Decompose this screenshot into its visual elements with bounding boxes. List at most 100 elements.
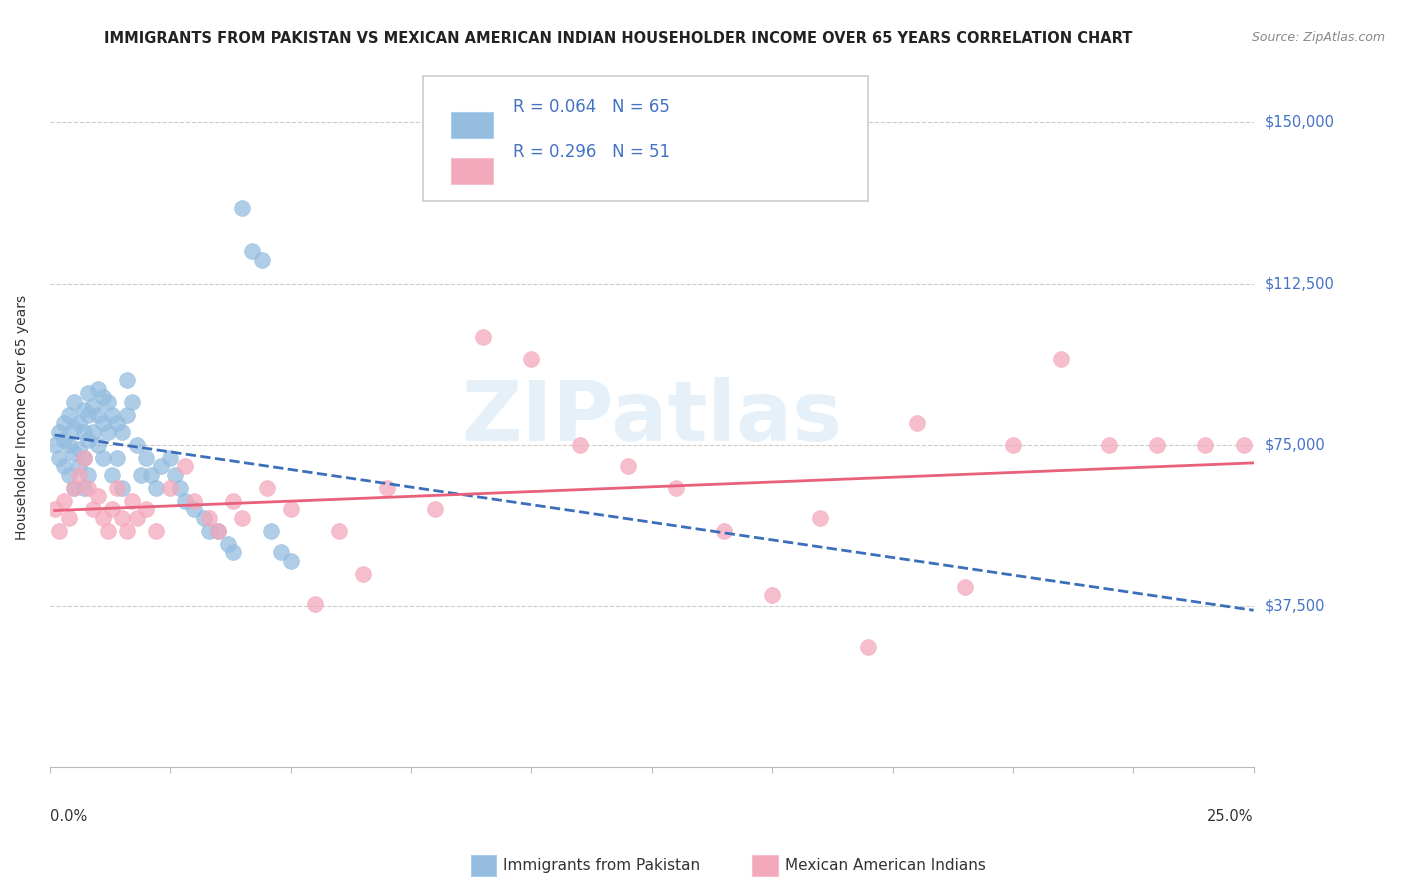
Text: R = 0.296   N = 51: R = 0.296 N = 51 — [513, 144, 671, 161]
Point — [58, 467, 80, 482]
Point — [72, 481, 94, 495]
Point — [67, 467, 90, 482]
Text: $150,000: $150,000 — [1265, 115, 1334, 129]
Point — [91, 450, 114, 465]
Point — [423, 502, 446, 516]
Point — [616, 459, 638, 474]
Point — [63, 394, 86, 409]
Point — [125, 511, 148, 525]
Point — [183, 493, 205, 508]
Point — [101, 408, 124, 422]
Point — [131, 467, 153, 482]
Point — [97, 394, 120, 409]
Point — [58, 511, 80, 525]
Point — [63, 420, 86, 434]
Point — [67, 442, 90, 456]
Point — [222, 545, 245, 559]
Point — [222, 493, 245, 508]
Point — [67, 459, 90, 474]
Point — [91, 511, 114, 525]
Point — [1001, 438, 1024, 452]
Point — [77, 386, 100, 401]
Point — [207, 524, 229, 538]
Point — [82, 502, 104, 516]
Point — [53, 493, 76, 508]
Text: R = 0.064   N = 65: R = 0.064 N = 65 — [513, 98, 671, 116]
Point — [159, 481, 181, 495]
Point — [472, 330, 495, 344]
Point — [101, 502, 124, 516]
Point — [72, 403, 94, 417]
Text: IMMIGRANTS FROM PAKISTAN VS MEXICAN AMERICAN INDIAN HOUSEHOLDER INCOME OVER 65 Y: IMMIGRANTS FROM PAKISTAN VS MEXICAN AMER… — [104, 31, 1133, 46]
Point — [63, 481, 86, 495]
Point — [72, 450, 94, 465]
Point — [58, 408, 80, 422]
Point — [280, 554, 302, 568]
Point — [48, 450, 70, 465]
Point — [105, 481, 128, 495]
Point — [135, 450, 157, 465]
Point — [231, 511, 253, 525]
FancyBboxPatch shape — [451, 112, 494, 138]
Point — [159, 450, 181, 465]
Point — [1050, 351, 1073, 366]
Point — [53, 459, 76, 474]
Y-axis label: Householder Income Over 65 years: Householder Income Over 65 years — [15, 295, 30, 541]
Point — [87, 489, 110, 503]
Point — [231, 201, 253, 215]
Point — [328, 524, 350, 538]
Point — [48, 425, 70, 439]
Point — [121, 493, 143, 508]
Point — [91, 391, 114, 405]
Text: $75,000: $75,000 — [1265, 437, 1326, 452]
Point — [115, 373, 138, 387]
Text: 25.0%: 25.0% — [1208, 809, 1254, 824]
Point — [53, 417, 76, 431]
Point — [77, 481, 100, 495]
Point — [568, 438, 591, 452]
Point — [115, 524, 138, 538]
Point — [87, 438, 110, 452]
Point — [101, 467, 124, 482]
Point — [1233, 438, 1256, 452]
Point — [115, 408, 138, 422]
FancyBboxPatch shape — [423, 76, 869, 202]
Point — [1098, 438, 1121, 452]
Text: 0.0%: 0.0% — [49, 809, 87, 824]
Point — [260, 524, 283, 538]
Point — [169, 481, 191, 495]
Point — [240, 244, 263, 259]
Point — [352, 566, 374, 581]
Point — [87, 408, 110, 422]
Text: $37,500: $37,500 — [1265, 599, 1326, 614]
Point — [72, 425, 94, 439]
Point — [77, 408, 100, 422]
Point — [905, 417, 928, 431]
Text: ZIPatlas: ZIPatlas — [461, 377, 842, 458]
Point — [256, 481, 278, 495]
Point — [67, 417, 90, 431]
Point — [87, 382, 110, 396]
Point — [145, 524, 167, 538]
Point — [520, 351, 543, 366]
Point — [375, 481, 398, 495]
Point — [125, 438, 148, 452]
Point — [193, 511, 215, 525]
Point — [44, 502, 66, 516]
Point — [761, 588, 783, 602]
FancyBboxPatch shape — [451, 158, 494, 184]
Point — [97, 425, 120, 439]
Point — [97, 524, 120, 538]
Point — [111, 481, 134, 495]
Point — [163, 467, 186, 482]
Point — [149, 459, 172, 474]
Point — [105, 450, 128, 465]
Point — [139, 467, 162, 482]
Point — [713, 524, 735, 538]
Text: Immigrants from Pakistan: Immigrants from Pakistan — [503, 858, 700, 872]
Point — [207, 524, 229, 538]
Point — [183, 502, 205, 516]
Point — [82, 425, 104, 439]
Point — [250, 252, 273, 267]
Point — [135, 502, 157, 516]
